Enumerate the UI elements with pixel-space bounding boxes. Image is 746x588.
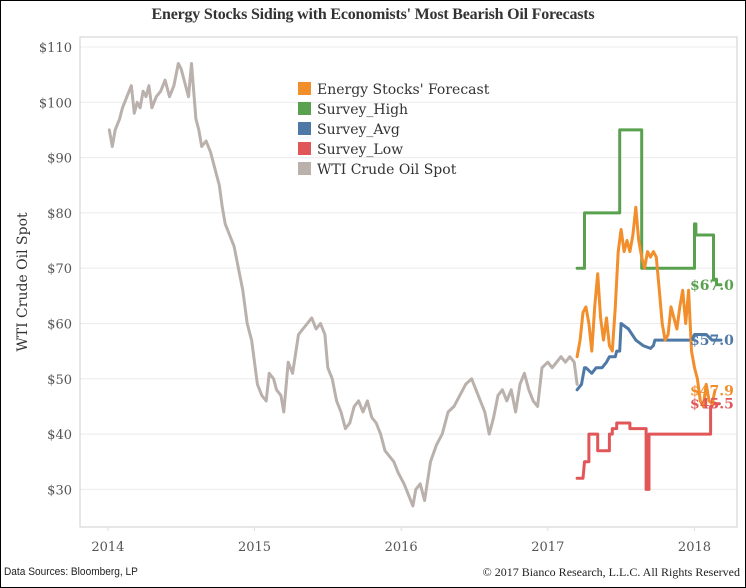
series-line-survey-high [575,128,723,287]
y-axis-ticks: $30 $40 $50 $60 $70 $80 $90 $100 $110 [39,41,72,498]
x-tick-label: 2017 [531,540,564,555]
legend-swatch [298,162,311,175]
grid-lines [80,46,737,490]
y-tick-label: $110 [39,41,72,56]
legend-item[interactable]: Survey_Avg [298,122,400,138]
end-labels: $67.0 $57.0 $47.9$45.5 [690,278,734,413]
series-line-energy-stocks-forecast [575,205,717,408]
legend-item[interactable]: Survey_Low [298,142,403,158]
y-tick-label: $70 [47,262,72,277]
legend-label: Energy Stocks' Forecast [317,82,490,98]
legend-item[interactable]: WTI Crude Oil Spot [298,162,457,178]
y-tick-label: $90 [47,152,72,167]
legend[interactable]: Energy Stocks' Forecast Survey_High Survey… [298,82,490,178]
series-line-wti-crude-oil-spot [107,62,579,508]
x-tick-label: 2018 [678,540,711,555]
x-tick-label: 2015 [238,540,271,555]
end-value-label: $57.0 [690,333,734,349]
legend-item[interactable]: Energy Stocks' Forecast [298,82,490,98]
y-tick-label: $80 [47,207,72,222]
series-lines [107,62,723,508]
copyright-note: © 2017 Bianco Research, L.L.C. All Right… [482,565,740,579]
x-axis-ticks: 2014 2015 2016 2017 2018 [91,527,711,555]
series-line-survey-low [575,402,721,491]
plot-border [79,36,738,528]
y-tick-label: $30 [47,483,72,498]
x-tick-label: 2014 [91,540,124,555]
legend-swatch [298,122,311,135]
legend-item[interactable]: Survey_High [298,102,408,118]
y-tick-label: $50 [47,373,72,388]
y-tick-label: $60 [47,317,72,332]
legend-swatch [298,142,311,155]
end-value-label: $45.5 [690,397,734,413]
legend-swatch [298,102,311,115]
legend-label: Survey_Avg [317,122,400,138]
x-tick-label: 2016 [385,540,418,555]
legend-label: Survey_High [317,102,408,118]
end-value-label: $67.0 [690,278,734,294]
data-source-note: Data Sources: Bloomberg, LP [4,566,138,578]
chart-title: Energy Stocks Siding with Economists' Mo… [151,6,595,23]
legend-swatch [298,82,311,95]
end-value-label: $47.9 [690,383,734,399]
y-axis-title: WTI Crude Oil Spot [15,212,31,352]
y-tick-label: $100 [39,96,72,111]
legend-label: WTI Crude Oil Spot [317,162,457,178]
y-tick-label: $40 [47,428,72,443]
legend-label: Survey_Low [317,142,403,158]
